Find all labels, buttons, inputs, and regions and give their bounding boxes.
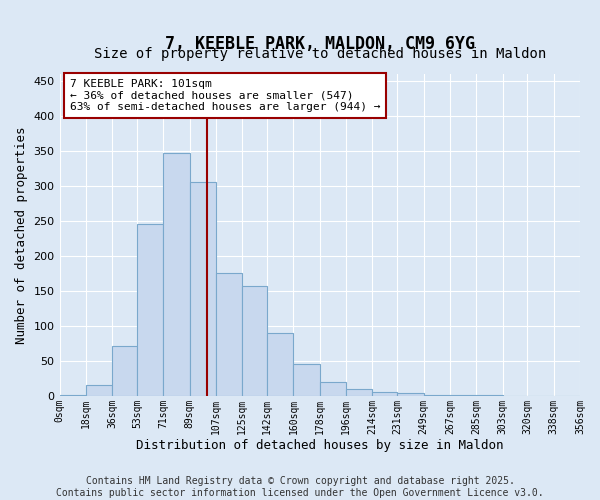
Bar [163,153,190,396]
Bar [373,392,397,396]
X-axis label: Distribution of detached houses by size in Maldon: Distribution of detached houses by size … [136,440,503,452]
Bar [86,386,112,396]
Bar [424,394,450,396]
Bar [242,286,267,396]
Bar [450,395,476,396]
Bar [320,382,346,396]
Text: Size of property relative to detached houses in Maldon: Size of property relative to detached ho… [94,47,546,61]
Bar [397,393,424,396]
Bar [267,333,293,396]
Bar [216,274,242,396]
Bar [112,346,137,396]
Bar [293,364,320,396]
Bar [59,394,86,396]
Text: 7 KEEBLE PARK: 101sqm
← 36% of detached houses are smaller (547)
63% of semi-det: 7 KEEBLE PARK: 101sqm ← 36% of detached … [70,79,380,112]
Title: 7, KEEBLE PARK, MALDON, CM9 6YG: 7, KEEBLE PARK, MALDON, CM9 6YG [165,35,475,53]
Text: Contains HM Land Registry data © Crown copyright and database right 2025.
Contai: Contains HM Land Registry data © Crown c… [56,476,544,498]
Bar [346,389,373,396]
Bar [190,182,216,396]
Bar [476,395,503,396]
Bar [137,224,163,396]
Y-axis label: Number of detached properties: Number of detached properties [15,126,28,344]
